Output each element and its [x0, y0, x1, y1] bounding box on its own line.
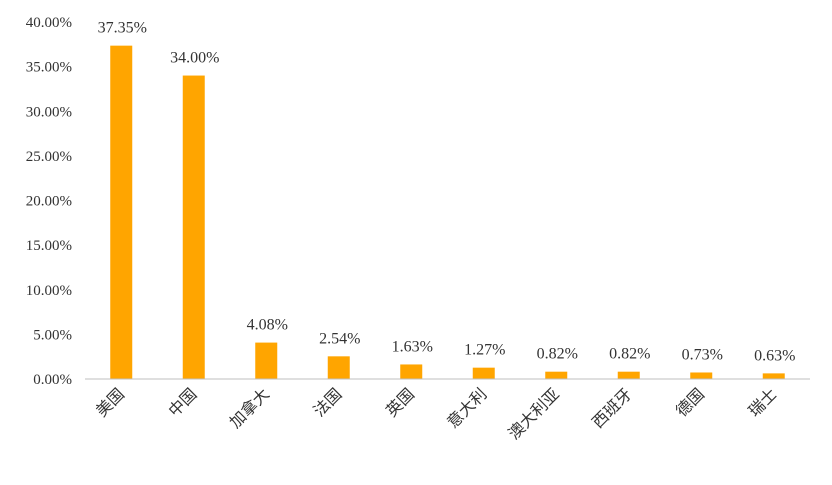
data-label: 0.82%: [537, 346, 578, 363]
x-tick-label: 瑞士: [745, 384, 781, 420]
y-tick-label: 5.00%: [33, 327, 72, 343]
x-tick-label: 英国: [382, 384, 418, 420]
x-tick-label: 德国: [672, 384, 708, 420]
y-tick-label: 20.00%: [26, 194, 72, 210]
y-tick-label: 30.00%: [26, 104, 72, 120]
data-label: 0.82%: [609, 346, 650, 363]
bar: [327, 356, 350, 379]
bar: [690, 372, 713, 379]
bar: [182, 75, 205, 380]
y-tick-label: 0.00%: [33, 372, 72, 388]
x-tick-label: 西班牙: [588, 384, 635, 431]
x-tick-label: 美国: [92, 384, 128, 420]
y-tick-label: 35.00%: [26, 60, 72, 76]
data-label: 0.63%: [754, 347, 795, 364]
y-tick-label: 40.00%: [26, 15, 72, 31]
y-axis: 0.00% 5.00% 10.00% 15.00% 20.00% 25.00% 30.00%…: [26, 15, 72, 388]
bars: [110, 45, 785, 380]
data-label: 0.73%: [682, 346, 723, 363]
x-tick-label: 加拿大: [226, 384, 273, 431]
x-tick-label: 澳大利亚: [504, 384, 563, 443]
x-tick-label: 中国: [165, 384, 201, 420]
bar: [762, 373, 785, 379]
data-label: 4.08%: [247, 317, 288, 334]
x-tick-label: 法国: [310, 384, 346, 420]
bar: [617, 371, 640, 379]
x-tick-label: 意大利: [443, 384, 490, 431]
bar: [255, 342, 278, 379]
y-tick-label: 25.00%: [26, 149, 72, 165]
data-label: 1.63%: [392, 338, 433, 355]
data-label: 34.00%: [170, 50, 219, 67]
bar: [110, 45, 133, 380]
data-label: 1.27%: [464, 342, 505, 359]
bar: [472, 367, 495, 379]
bar: [545, 371, 568, 379]
data-label: 37.35%: [98, 20, 147, 37]
y-tick-label: 10.00%: [26, 283, 72, 299]
y-tick-label: 15.00%: [26, 238, 72, 254]
bar: [400, 364, 423, 379]
x-axis: 美国 中国 加拿大 法国 英国 意大利 澳大利亚 西班牙 德国 瑞士: [85, 378, 810, 443]
data-labels: 37.35% 34.00% 4.08% 2.54% 1.63% 1.27% 0.82% 0.8…: [98, 20, 796, 365]
data-label: 2.54%: [319, 330, 360, 347]
